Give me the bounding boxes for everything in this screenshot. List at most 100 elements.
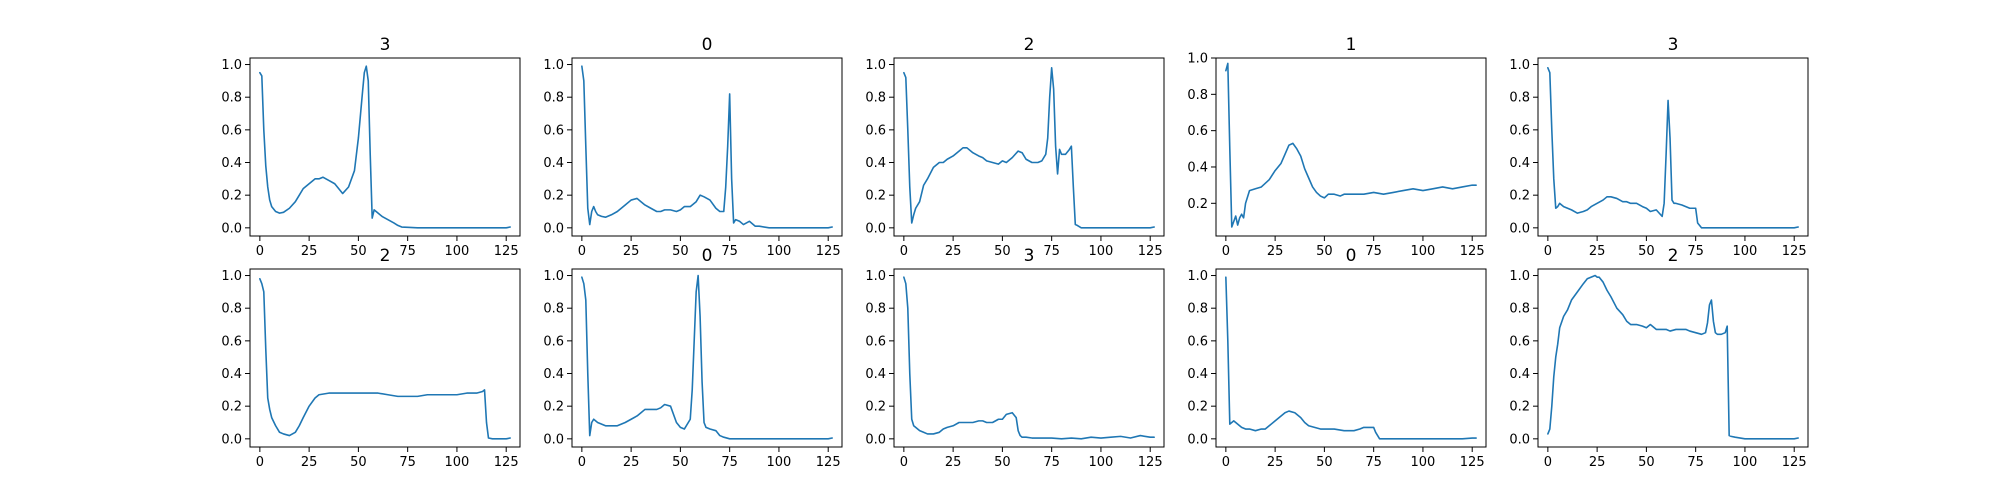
y-tick-label: 0.4 bbox=[1509, 156, 1530, 171]
axes-frame bbox=[1215, 57, 1487, 237]
x-tick-label: 100 bbox=[445, 455, 470, 470]
x-tick-label: 100 bbox=[1411, 455, 1436, 470]
y-tick-label: 0.0 bbox=[1509, 432, 1530, 447]
x-tick-label: 75 bbox=[1687, 244, 1704, 259]
series-line bbox=[259, 277, 511, 440]
y-tick-label: 0.2 bbox=[1187, 197, 1208, 212]
x-tick-label: 50 bbox=[1316, 244, 1333, 259]
x-tick-label: 75 bbox=[1365, 244, 1382, 259]
x-tick-label: 100 bbox=[1411, 244, 1436, 259]
y-tick-label: 0.0 bbox=[1509, 221, 1530, 236]
x-tick-label: 75 bbox=[399, 455, 416, 470]
y-tick-label: 0.8 bbox=[1509, 302, 1530, 317]
x-tick-label: 25 bbox=[1589, 244, 1606, 259]
y-tick-label: 1.0 bbox=[1187, 52, 1208, 67]
x-tick-label: 50 bbox=[1638, 455, 1655, 470]
subplot-4: 1 0 25 50 75 100 125 0.2 0.4 0.6 0.8 1.0 bbox=[1187, 35, 1487, 259]
x-tick-label: 100 bbox=[445, 244, 470, 259]
y-tick-label: 0.4 bbox=[221, 367, 242, 382]
y-tick-label: 0.4 bbox=[865, 367, 886, 382]
x-tick-label: 25 bbox=[945, 244, 962, 259]
x-tick-label: 50 bbox=[350, 244, 367, 259]
series-line bbox=[581, 65, 833, 229]
x-tick-label: 0 bbox=[1222, 455, 1230, 470]
x-tick-label: 100 bbox=[767, 244, 792, 259]
x-tick-label: 25 bbox=[945, 455, 962, 470]
y-tick-label: 0.6 bbox=[221, 123, 242, 138]
x-tick-label: 0 bbox=[578, 455, 586, 470]
y-tick-label: 0.8 bbox=[1187, 302, 1208, 317]
series-line bbox=[1225, 62, 1477, 228]
x-tick-label: 50 bbox=[994, 455, 1011, 470]
y-tick-label: 0.8 bbox=[1509, 91, 1530, 106]
x-tick-label: 50 bbox=[994, 244, 1011, 259]
x-tick-label: 125 bbox=[1782, 244, 1807, 259]
y-tick-label: 0.2 bbox=[865, 189, 886, 204]
series-line bbox=[903, 67, 1155, 229]
x-tick-label: 75 bbox=[1687, 455, 1704, 470]
subplot-3: 2 0 25 50 75 100 125 0.0 0.2 0.4 0.6 0.8 1.0 bbox=[865, 35, 1165, 259]
y-tick-label: 0.8 bbox=[865, 302, 886, 317]
subplot-title: 0 bbox=[1346, 246, 1357, 266]
axes-frame bbox=[893, 57, 1165, 237]
y-tick-label: 0.4 bbox=[221, 156, 242, 171]
x-tick-label: 0 bbox=[578, 244, 586, 259]
x-tick-label: 25 bbox=[1267, 244, 1284, 259]
x-tick-label: 125 bbox=[1460, 455, 1485, 470]
y-tick-label: 0.2 bbox=[221, 189, 242, 204]
x-tick-label: 100 bbox=[1089, 244, 1114, 259]
x-tick-label: 100 bbox=[767, 455, 792, 470]
y-tick-label: 0.4 bbox=[543, 367, 564, 382]
series-line bbox=[1225, 276, 1477, 440]
x-tick-label: 50 bbox=[1316, 455, 1333, 470]
x-tick-label: 125 bbox=[1460, 244, 1485, 259]
axes-frame bbox=[1537, 57, 1809, 237]
y-tick-label: 0.4 bbox=[1509, 367, 1530, 382]
x-tick-label: 100 bbox=[1733, 455, 1758, 470]
subplot-5: 3 0 25 50 75 100 125 0.0 0.2 0.4 0.6 0.8 1.0 bbox=[1509, 35, 1809, 259]
subplot-1: 3 0 25 50 75 100 125 0.0 0.2 0.4 0.6 0.8 1.0 bbox=[221, 35, 521, 259]
y-tick-label: 0.6 bbox=[865, 123, 886, 138]
subplot-title: 1 bbox=[1346, 35, 1357, 55]
y-tick-label: 0.8 bbox=[221, 91, 242, 106]
series-line bbox=[1547, 274, 1799, 440]
y-tick-label: 0.6 bbox=[1509, 334, 1530, 349]
x-tick-label: 50 bbox=[1638, 244, 1655, 259]
subplot-6: 2 0 25 50 75 100 125 0.0 0.2 0.4 0.6 0.8 1.0 bbox=[221, 246, 521, 470]
x-tick-label: 125 bbox=[1138, 455, 1163, 470]
x-tick-label: 75 bbox=[721, 244, 738, 259]
subplot-title: 3 bbox=[380, 35, 391, 55]
x-tick-label: 25 bbox=[1267, 455, 1284, 470]
series-line bbox=[903, 276, 1155, 440]
y-tick-label: 1.0 bbox=[543, 269, 564, 284]
subplot-7: 0 0 25 50 75 100 125 0.0 0.2 0.4 0.6 0.8 1.0 bbox=[543, 246, 843, 470]
x-tick-label: 25 bbox=[623, 244, 640, 259]
y-tick-label: 0.8 bbox=[1187, 88, 1208, 103]
axes-frame bbox=[249, 268, 521, 448]
subplot-title: 2 bbox=[1024, 35, 1035, 55]
y-tick-label: 0.0 bbox=[865, 432, 886, 447]
y-tick-label: 1.0 bbox=[221, 58, 242, 73]
y-tick-label: 0.8 bbox=[543, 302, 564, 317]
y-tick-label: 0.2 bbox=[543, 400, 564, 415]
x-tick-label: 25 bbox=[301, 455, 318, 470]
y-tick-label: 1.0 bbox=[543, 58, 564, 73]
y-tick-label: 1.0 bbox=[221, 269, 242, 284]
y-tick-label: 1.0 bbox=[1509, 269, 1530, 284]
y-tick-label: 1.0 bbox=[865, 269, 886, 284]
y-tick-label: 0.4 bbox=[1187, 367, 1208, 382]
x-tick-label: 125 bbox=[816, 244, 841, 259]
y-tick-label: 0.8 bbox=[221, 302, 242, 317]
subplot-title: 0 bbox=[702, 246, 713, 266]
y-tick-label: 0.2 bbox=[865, 400, 886, 415]
y-tick-label: 1.0 bbox=[1187, 269, 1208, 284]
x-tick-label: 125 bbox=[494, 455, 519, 470]
x-tick-label: 0 bbox=[900, 455, 908, 470]
x-tick-label: 50 bbox=[672, 455, 689, 470]
y-tick-label: 0.0 bbox=[1187, 432, 1208, 447]
subplot-title: 3 bbox=[1668, 35, 1679, 55]
y-tick-label: 0.2 bbox=[1509, 400, 1530, 415]
x-tick-label: 0 bbox=[1222, 244, 1230, 259]
subplot-9: 0 0 25 50 75 100 125 0.0 0.2 0.4 0.6 0.8 1.0 bbox=[1187, 246, 1487, 470]
y-tick-label: 1.0 bbox=[865, 58, 886, 73]
